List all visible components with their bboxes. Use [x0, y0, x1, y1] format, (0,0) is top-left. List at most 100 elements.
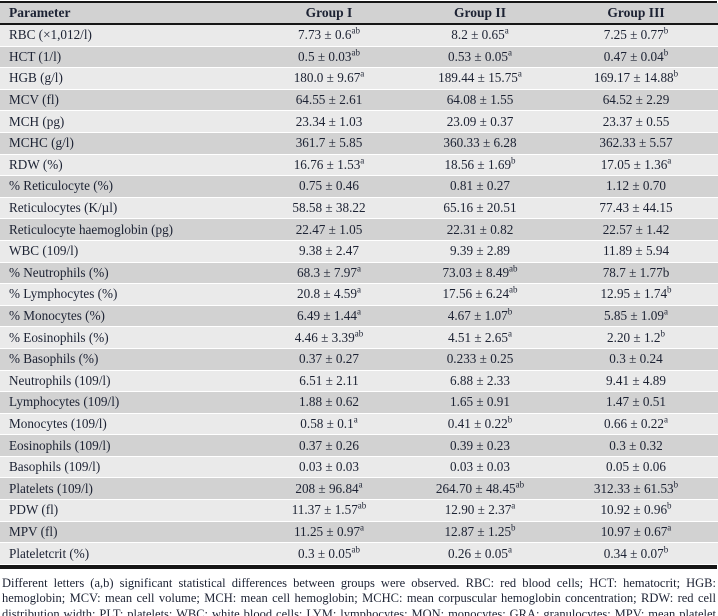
value-text: 1.65 ± 0.91 [450, 394, 510, 410]
value-cell: 360.33 ± 6.28 [406, 132, 554, 155]
value-cell: 18.56 ± 1.69b [406, 154, 554, 177]
value-cell: 0.03 ± 0.03 [252, 456, 406, 479]
table-row: HCT (1/l) 0.5 ± 0.03ab 0.53 ± 0.05a 0.47 ± … [0, 46, 718, 69]
value-cell: 17.05 ± 1.36a [554, 154, 718, 177]
table-row: MCV (fl) 64.55 ± 2.61 64.08 ± 1.55 64.52 ± … [0, 89, 718, 112]
parameter-cell: Basophils (109/l) [0, 456, 252, 479]
value-cell: 0.75 ± 0.46 [252, 175, 406, 198]
value-cell: 58.58 ± 38.22 [252, 197, 406, 220]
significance-letter: a [667, 522, 672, 533]
value-text: 189.44 ± 15.75 [438, 70, 518, 86]
value-text: 0.03 ± 0.03 [299, 459, 359, 475]
value-cell: 77.43 ± 44.15 [554, 197, 718, 220]
significance-letter: ab [351, 544, 360, 555]
value-text: 312.33 ± 61.53 [593, 480, 674, 496]
value-cell: 0.03 ± 0.03 [406, 456, 554, 479]
parameter-cell: HCT (1/l) [0, 46, 252, 69]
value-text: 0.41 ± 0.22 [447, 415, 508, 431]
value-cell: 5.85 ± 1.09a [554, 305, 718, 328]
value-text: 169.17 ± 14.88 [593, 70, 674, 86]
value-text: 17.05 ± 1.36 [600, 156, 668, 172]
value-cell: 0.81 ± 0.27 [406, 175, 554, 198]
value-cell: 12.90 ± 2.37a [406, 499, 554, 522]
value-text: 4.51 ± 2.65 [448, 329, 508, 345]
table-row: HGB (g/l) 180.0 ± 9.67a 189.44 ± 15.75a 169… [0, 67, 718, 90]
parameter-cell: MPV (fl) [0, 521, 252, 544]
significance-letter: ab [351, 25, 360, 36]
value-cell: 4.51 ± 2.65a [406, 326, 554, 349]
value-cell: 64.08 ± 1.55 [406, 89, 554, 112]
significance-letter: a [360, 69, 365, 80]
value-text: 5.85 ± 1.09 [604, 308, 664, 324]
value-cell: 208 ± 96.84a [252, 477, 406, 501]
table-row: % Basophils (%) 0.37 ± 0.27 0.233 ± 0.25 0.… [0, 348, 718, 371]
value-text: 12.90 ± 2.37 [444, 502, 512, 518]
value-text: 0.37 ± 0.26 [299, 437, 359, 453]
parameter-cell: % Monocytes (%) [0, 305, 252, 328]
value-cell: 22.47 ± 1.05 [252, 218, 406, 241]
table-row: % Monocytes (%) 6.49 ± 1.44a 4.67 ± 1.07b 5… [0, 305, 718, 328]
value-text: 18.56 ± 1.69 [444, 156, 512, 172]
value-cell: 180.0 ± 9.67a [252, 67, 406, 90]
value-text: 6.49 ± 1.44 [297, 308, 357, 324]
value-text: 6.51 ± 2.11 [299, 372, 359, 388]
hematology-table-frame: Parameter Group I Group II Group III RBC… [0, 1, 718, 569]
value-text: 22.31 ± 0.82 [446, 221, 514, 237]
parameter-cell: RDW (%) [0, 154, 252, 177]
parameter-cell: Reticulocyte haemoglobin (pg) [0, 218, 252, 241]
significance-letter: a [353, 414, 358, 425]
value-cell: 2.20 ± 1.2b [554, 326, 718, 349]
value-text: 4.67 ± 1.07 [447, 308, 508, 324]
value-text: 0.233 ± 0.25 [446, 351, 514, 367]
parameter-cell: Reticulocytes (K/µl) [0, 197, 252, 220]
header-row: Parameter Group I Group II Group III [0, 3, 718, 25]
value-cell: 78.7 ± 1.77b [554, 262, 718, 285]
value-cell: 12.95 ± 1.74b [554, 283, 718, 306]
value-text: 22.47 ± 1.05 [295, 221, 363, 237]
value-cell: 23.37 ± 0.55 [554, 110, 718, 133]
value-text: 23.09 ± 0.37 [446, 113, 514, 129]
significance-letter: b [667, 500, 672, 511]
parameter-cell: Plateletcrit (%) [0, 542, 252, 565]
value-text: 58.58 ± 38.22 [292, 200, 366, 216]
value-cell: 64.55 ± 2.61 [252, 89, 406, 112]
value-text: 1.12 ± 0.70 [606, 178, 666, 194]
value-text: 361.7 ± 5.85 [295, 135, 363, 151]
value-cell: 9.38 ± 2.47 [252, 240, 406, 263]
parameter-cell: RBC (×1,012/l) [0, 24, 252, 47]
table-row: Eosinophils (109/l) 0.37 ± 0.26 0.39 ± 0.2… [0, 434, 718, 457]
value-text: 0.58 ± 0.1 [300, 415, 354, 431]
table-row: Reticulocytes (K/µl) 58.58 ± 38.22 65.16 ±… [0, 197, 718, 220]
value-cell: 1.12 ± 0.70 [554, 175, 718, 198]
value-text: 0.66 ± 0.22 [604, 415, 664, 431]
value-text: 0.75 ± 0.46 [299, 178, 359, 194]
value-cell: 169.17 ± 14.88b [554, 67, 718, 90]
value-cell: 0.3 ± 0.32 [554, 434, 718, 457]
value-cell: 64.52 ± 2.29 [554, 89, 718, 112]
value-cell: 73.03 ± 8.49ab [406, 262, 554, 285]
hematology-table: Parameter Group I Group II Group III RBC… [0, 3, 718, 565]
value-cell: 0.3 ± 0.05ab [252, 542, 406, 565]
value-cell: 10.92 ± 0.96b [554, 499, 718, 522]
significance-letter: a [358, 479, 363, 490]
value-text: 0.81 ± 0.27 [450, 178, 510, 194]
value-text: 9.41 ± 4.89 [606, 372, 666, 388]
value-text: 7.25 ± 0.77 [603, 27, 664, 43]
value-text: 0.05 ± 0.06 [606, 459, 666, 475]
significance-letter: b [507, 414, 513, 425]
column-header-parameter: Parameter [0, 3, 252, 25]
value-text: 64.52 ± 2.29 [602, 92, 670, 108]
value-text: 11.37 ± 1.57 [291, 502, 358, 518]
value-cell: 0.3 ± 0.24 [554, 348, 718, 371]
value-cell: 189.44 ± 15.75a [406, 67, 554, 90]
value-text: 360.33 ± 6.28 [443, 135, 517, 151]
significance-letter: b [660, 328, 665, 339]
column-header-group3: Group III [554, 3, 718, 25]
significance-letter: a [508, 328, 512, 339]
significance-letter: a [357, 263, 361, 274]
parameter-cell: Platelets (109/l) [0, 477, 252, 501]
value-cell: 0.66 ± 0.22a [554, 413, 718, 436]
column-header-group2: Group II [406, 3, 554, 25]
value-text: 8.2 ± 0.65 [451, 27, 505, 43]
value-text: 0.03 ± 0.03 [450, 459, 510, 475]
